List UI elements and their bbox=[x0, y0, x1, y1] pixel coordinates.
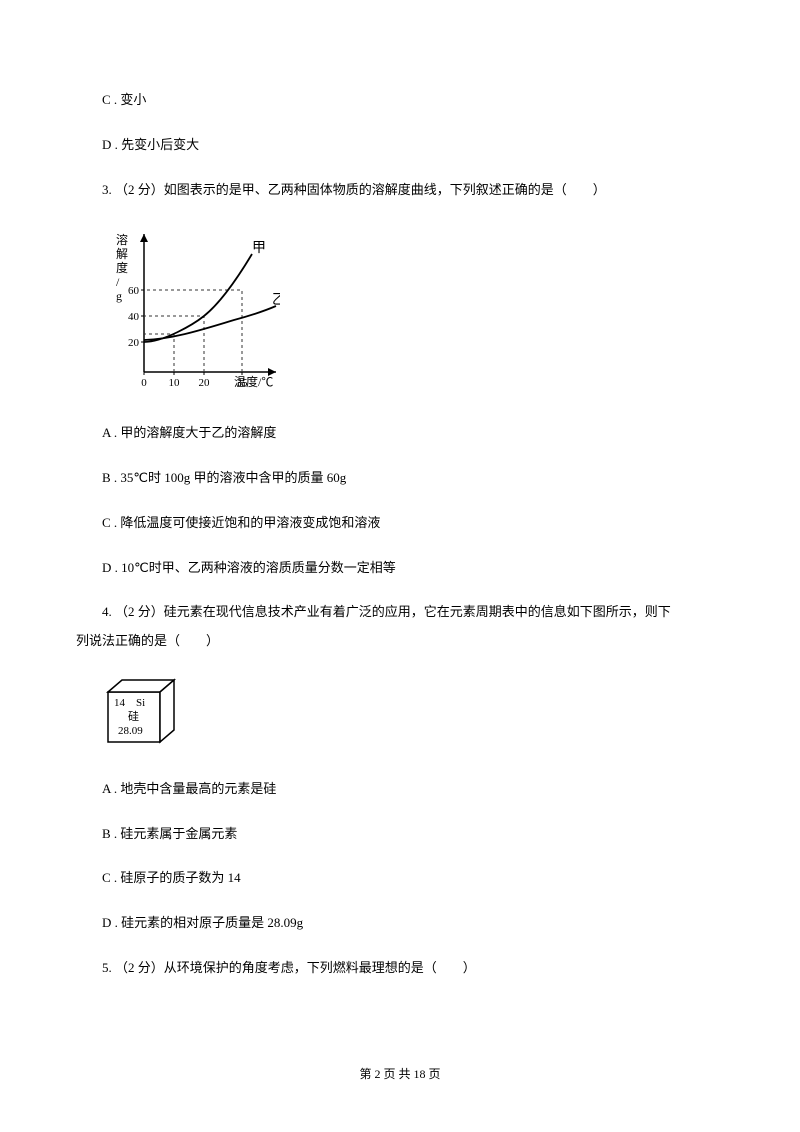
svg-text:硅: 硅 bbox=[128, 710, 139, 723]
svg-text:/: / bbox=[116, 275, 120, 289]
svg-text:10: 10 bbox=[169, 377, 181, 389]
q5-stem: 5. （2 分）从环境保护的角度考虑，下列燃料最理想的是（ ） bbox=[76, 958, 724, 979]
q4-opt-b: B . 硅元素属于金属元素 bbox=[76, 824, 724, 845]
svg-text:20: 20 bbox=[128, 337, 140, 349]
svg-text:60: 60 bbox=[128, 285, 140, 297]
option-c: C . 变小 bbox=[76, 90, 724, 111]
svg-text:20: 20 bbox=[199, 377, 211, 389]
svg-text:解: 解 bbox=[116, 247, 128, 261]
svg-text:乙: 乙 bbox=[272, 292, 280, 308]
svg-text:28.09: 28.09 bbox=[118, 725, 143, 737]
q3-opt-c: C . 降低温度可使接近饱和的甲溶液变成饱和溶液 bbox=[76, 513, 724, 534]
svg-text:g: g bbox=[116, 289, 122, 303]
q4-opt-d: D . 硅元素的相对原子质量是 28.09g bbox=[76, 913, 724, 934]
svg-text:0: 0 bbox=[141, 377, 147, 389]
element-cube: 14 Si硅 28.09 bbox=[104, 676, 724, 755]
svg-text:甲: 甲 bbox=[252, 241, 266, 256]
svg-text:35: 35 bbox=[237, 377, 249, 389]
svg-text:14 Si: 14 Si bbox=[114, 697, 145, 709]
q3-opt-d: D . 10℃时甲、乙两种溶液的溶质质量分数一定相等 bbox=[76, 558, 724, 579]
solubility-chart: 溶解度/g温度/℃2040600102035甲乙 bbox=[104, 224, 724, 399]
q3-opt-a: A . 甲的溶解度大于乙的溶解度 bbox=[76, 423, 724, 444]
q4-opt-c: C . 硅原子的质子数为 14 bbox=[76, 868, 724, 889]
q4-stem-line1: 4. （2 分）硅元素在现代信息技术产业有着广泛的应用，它在元素周期表中的信息如… bbox=[76, 602, 724, 623]
svg-text:溶: 溶 bbox=[116, 232, 128, 247]
q3-opt-b: B . 35℃时 100g 甲的溶液中含甲的质量 60g bbox=[76, 468, 724, 489]
option-d: D . 先变小后变大 bbox=[76, 135, 724, 156]
q3-stem: 3. （2 分）如图表示的是甲、乙两种固体物质的溶解度曲线，下列叙述正确的是（ … bbox=[76, 180, 724, 201]
page-footer: 第 2 页 共 18 页 bbox=[0, 1065, 800, 1084]
q4-stem-line2: 列说法正确的是（ ） bbox=[76, 631, 724, 652]
svg-text:度: 度 bbox=[116, 260, 128, 275]
q4-opt-a: A . 地壳中含量最高的元素是硅 bbox=[76, 779, 724, 800]
svg-text:40: 40 bbox=[128, 311, 140, 323]
